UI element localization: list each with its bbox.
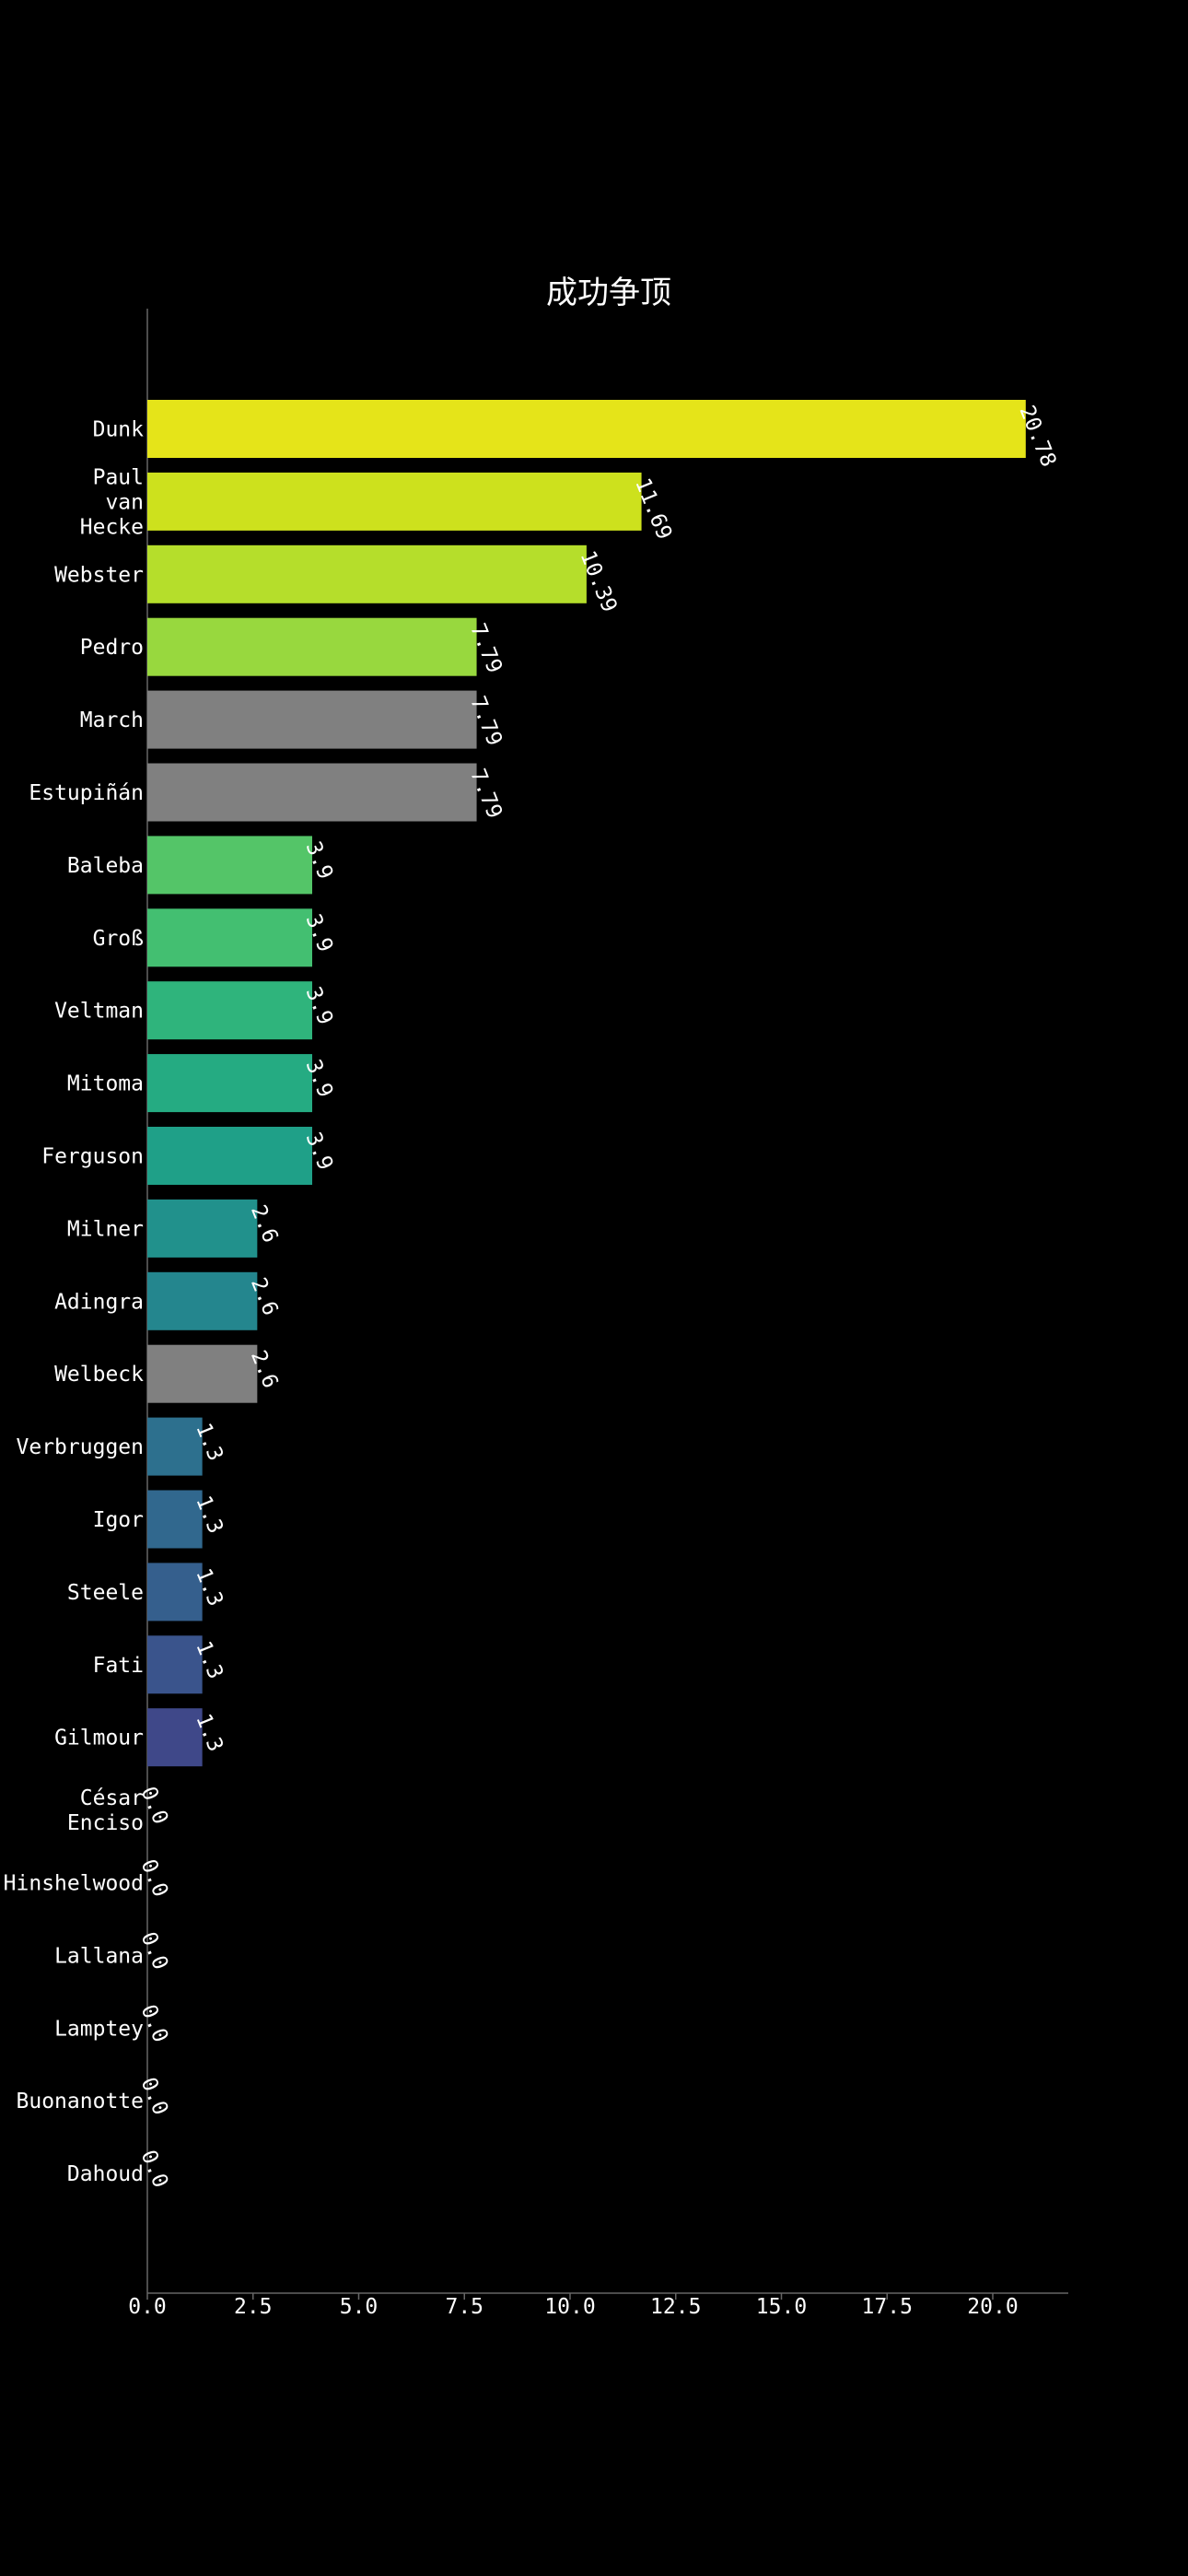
category-label-line: Enciso: [67, 1811, 144, 1835]
category-label: Igor: [93, 1508, 144, 1532]
category-label: Ferguson: [41, 1145, 144, 1169]
bar-2: [147, 472, 642, 531]
category-label: Welbeck: [54, 1363, 144, 1387]
bar-16: [147, 1490, 203, 1549]
category-label-line: Dunk: [93, 418, 145, 442]
bar-3: [147, 544, 587, 603]
x-tick-label: 15.0: [756, 2295, 807, 2319]
category-label-line: Hinshelwood: [4, 1872, 144, 1896]
x-ticks: 0.0 2.5 5.0 7.5 10.0 12.5 15.0 17.5 20.0: [128, 2293, 1019, 2319]
category-label: Gilmour: [54, 1727, 144, 1751]
category-label: Fati: [93, 1654, 144, 1678]
category-label-line: Webster: [54, 563, 144, 587]
category-label: Mitoma: [67, 1072, 144, 1096]
bar-11: [147, 1127, 313, 1185]
chart-title: 成功争顶: [546, 275, 671, 311]
category-label: March: [80, 708, 144, 732]
category-label-line: Lamptey: [54, 2017, 144, 2041]
category-label: Hinshelwood: [4, 1872, 144, 1896]
category-label: Adingra: [54, 1290, 144, 1314]
category-label-line: César: [80, 1786, 144, 1810]
category-label-line: Gilmour: [54, 1727, 144, 1751]
x-tick-label: 0.0: [128, 2295, 167, 2319]
category-label: Milner: [67, 1217, 144, 1241]
x-tick-label: 17.5: [862, 2295, 913, 2319]
bar-6: [147, 763, 477, 822]
category-label-line: Milner: [67, 1217, 144, 1241]
bar-17: [147, 1563, 203, 1622]
bars: [147, 400, 1026, 1767]
category-label: Steele: [67, 1581, 144, 1605]
category-label-line: Igor: [93, 1508, 144, 1532]
bar-8: [147, 908, 313, 967]
bar-10: [147, 1054, 313, 1113]
category-label-line: Paul: [93, 465, 144, 489]
category-label-line: Mitoma: [67, 1072, 144, 1096]
category-label-line: van: [105, 490, 144, 514]
category-label-line: Pedro: [80, 636, 144, 660]
category-label-line: Verbruggen: [17, 1435, 144, 1459]
category-label-line: Welbeck: [54, 1363, 144, 1387]
category-label-line: Adingra: [54, 1290, 144, 1314]
category-label-line: Veltman: [54, 1000, 144, 1024]
category-label-line: Buonanotte: [17, 2090, 144, 2113]
x-tick-label: 2.5: [234, 2295, 273, 2319]
category-label: Estupiñán: [29, 781, 144, 805]
category-label: Lamptey: [54, 2017, 144, 2041]
category-label: Baleba: [67, 854, 144, 878]
category-label: Groß: [93, 927, 144, 951]
x-tick-label: 10.0: [544, 2295, 595, 2319]
category-label: Pedro: [80, 636, 144, 660]
category-label: Lallana: [54, 1944, 144, 1968]
category-label-line: Dahoud: [67, 2162, 144, 2186]
category-label: Dahoud: [67, 2162, 144, 2186]
category-label: Verbruggen: [17, 1435, 144, 1459]
category-label-line: March: [80, 708, 144, 732]
x-tick-label: 5.0: [340, 2295, 379, 2319]
category-labels: Dunk Paul van Hecke Webster Pedro March Estupiñ…: [4, 418, 144, 2187]
category-label: Buonanotte: [17, 2090, 144, 2113]
category-label: Paul van Hecke: [80, 465, 144, 539]
bar-7: [147, 836, 313, 895]
x-tick-label: 12.5: [650, 2295, 701, 2319]
bar-5: [147, 690, 477, 749]
category-label-line: Estupiñán: [29, 781, 144, 805]
bar-4: [147, 617, 477, 676]
category-label: César Enciso: [67, 1786, 144, 1835]
category-label-line: Lallana: [54, 1944, 144, 1968]
category-label-line: Groß: [93, 927, 144, 951]
category-label: Veltman: [54, 1000, 144, 1024]
x-tick-label: 20.0: [967, 2295, 1018, 2319]
bar-14: [147, 1344, 258, 1403]
category-label-line: Fati: [93, 1654, 144, 1678]
bar-13: [147, 1271, 258, 1330]
bar-12: [147, 1199, 258, 1258]
category-label-line: Ferguson: [41, 1145, 144, 1169]
category-label: Dunk: [93, 418, 145, 442]
category-label-line: Baleba: [67, 854, 144, 878]
category-label-line: Hecke: [80, 515, 144, 539]
category-label: Webster: [54, 563, 144, 587]
bar-18: [147, 1635, 203, 1694]
bar-9: [147, 981, 313, 1040]
bar-1: [147, 400, 1026, 458]
x-tick-label: 7.5: [445, 2295, 483, 2319]
category-label-line: Steele: [67, 1581, 144, 1605]
bar-15: [147, 1417, 203, 1476]
bar-19: [147, 1708, 203, 1767]
